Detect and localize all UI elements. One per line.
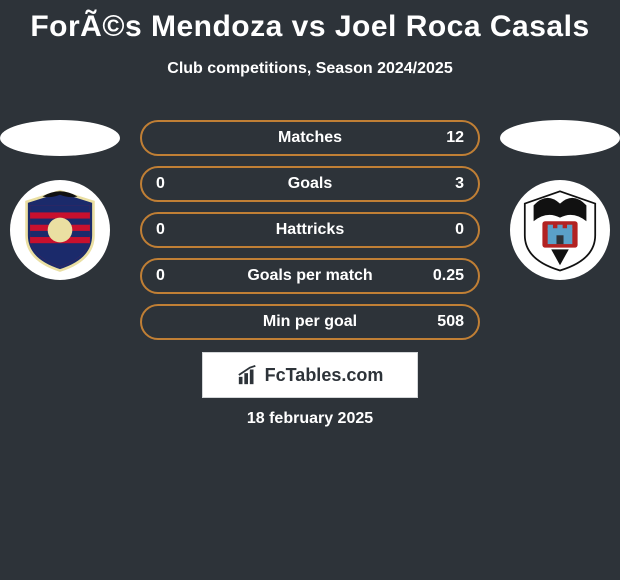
stat-row: 0 Goals per match 0.25 [140,258,480,294]
levante-crest-icon [16,186,104,274]
stat-value-right: 0.25 [433,267,464,285]
stat-value-left: 0 [156,267,165,285]
stat-label: Goals [142,175,478,193]
stat-row: Matches 12 [140,120,480,156]
stat-value-left: 0 [156,175,165,193]
stat-value-right: 508 [437,313,464,331]
page-title: ForÃ©s Mendoza vs Joel Roca Casals [0,0,620,44]
match-date: 18 february 2025 [0,410,620,428]
player-right-column [500,120,620,280]
player-left-name-plate [0,120,120,156]
club-crest-left [10,180,110,280]
stat-row: Min per goal 508 [140,304,480,340]
brand-box: FcTables.com [202,352,418,398]
player-left-column [0,120,120,280]
stat-value-right: 12 [446,129,464,147]
stats-table: Matches 12 0 Goals 3 0 Hattricks 0 0 Goa… [140,120,480,340]
stat-value-left: 0 [156,221,165,239]
player-right-name-plate [500,120,620,156]
competition-subtitle: Club competitions, Season 2024/2025 [0,60,620,78]
mirandes-crest-icon [516,186,604,274]
stat-label: Hattricks [142,221,478,239]
brand-label: FcTables.com [265,365,384,386]
stat-label: Min per goal [142,313,478,331]
stat-row: 0 Goals 3 [140,166,480,202]
stat-value-right: 0 [455,221,464,239]
stat-value-right: 3 [455,175,464,193]
club-crest-right [510,180,610,280]
stat-row: 0 Hattricks 0 [140,212,480,248]
stat-label: Matches [142,129,478,147]
chart-icon [237,364,259,386]
stat-label: Goals per match [142,267,478,285]
